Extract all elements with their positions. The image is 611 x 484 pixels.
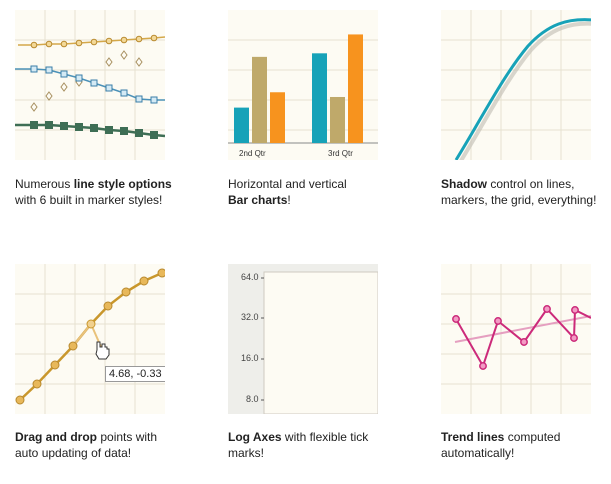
- bar-3rd-qtr-series-2: [330, 96, 345, 143]
- line-styles-caption: Numerous line style options with 6 built…: [15, 177, 172, 207]
- log-tick-64: 64.0: [241, 272, 259, 282]
- bar-chart-plot: 2nd Qtr 3rd Qtr: [228, 34, 378, 158]
- log-plot-area: [263, 271, 378, 414]
- trend-lines-caption: Trend lines computed automatically!: [441, 430, 561, 460]
- drag-drop-plot: [15, 264, 165, 414]
- drag-drop-chart[interactable]: 4.68, -0.33: [15, 264, 165, 414]
- line-styles-chart: [15, 10, 165, 160]
- bar-chart-tile: 2nd Qtr 3rd Qtr: [228, 10, 378, 160]
- drag-tooltip: 4.68, -0.33: [105, 366, 165, 382]
- hand-cursor-icon: [95, 341, 110, 360]
- trend-series-line: [455, 307, 591, 369]
- bar-2nd-qtr-series-3: [270, 92, 285, 143]
- drag-drop-caption: Drag and drop points with auto updating …: [15, 430, 158, 460]
- bar-3rd-qtr-series-1: [312, 53, 327, 143]
- blue-series-line: [15, 68, 165, 101]
- line-shadow: [459, 21, 591, 160]
- bar-charts-caption: Horizontal and vertical Bar charts!: [228, 177, 347, 207]
- trend-series-markers: [452, 305, 579, 370]
- drag-series-markers[interactable]: [15, 268, 165, 405]
- shadow-chart: [441, 10, 591, 160]
- log-axes-chart: 64.0 32.0 16.0 8.0: [228, 264, 378, 414]
- log-tick-32: 32.0: [241, 312, 259, 322]
- log-axes-plot: [228, 264, 378, 414]
- line-styles-plot: [15, 10, 165, 160]
- x-tick-2nd-qtr: 2nd Qtr: [239, 149, 266, 158]
- teal-curve: [454, 18, 591, 160]
- shadow-plot: [441, 10, 591, 160]
- gold-series-markers: [30, 34, 158, 49]
- bar-3rd-qtr-series-3: [348, 34, 363, 143]
- trend-line: [454, 315, 591, 343]
- dragged-point[interactable]: [86, 319, 96, 329]
- x-tick-3rd-qtr: 3rd Qtr: [328, 149, 353, 158]
- bar-2nd-qtr-series-2: [252, 56, 267, 143]
- green-series-markers: [30, 121, 158, 139]
- shadow-caption: Shadow control on lines, markers, the gr…: [441, 177, 597, 207]
- trend-lines-plot: [441, 264, 591, 414]
- log-axis-ticks: [261, 277, 264, 401]
- log-tick-8: 8.0: [246, 394, 259, 404]
- trend-lines-chart: [441, 264, 591, 414]
- log-axes-caption: Log Axes with flexible tick marks!: [228, 430, 369, 460]
- bar-2nd-qtr-series-1: [234, 107, 249, 143]
- blue-series-markers: [30, 65, 158, 104]
- log-tick-16: 16.0: [241, 353, 259, 363]
